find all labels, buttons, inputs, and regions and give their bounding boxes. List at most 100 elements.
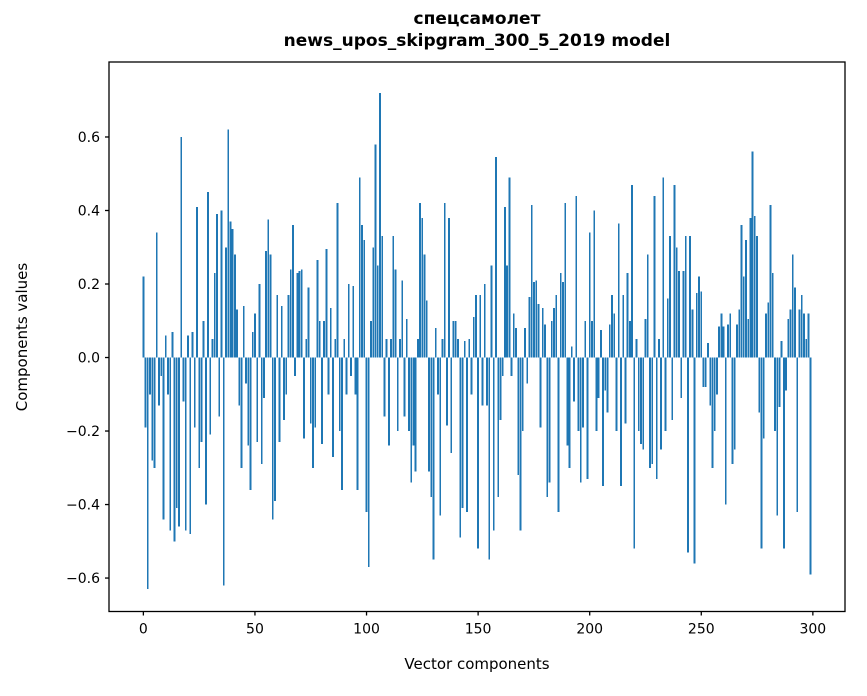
bar [495, 157, 497, 358]
bar [376, 265, 379, 358]
bar [760, 357, 763, 549]
x-tick-label: 0 [139, 622, 148, 638]
bar [620, 357, 622, 487]
bar [416, 339, 419, 358]
bar [271, 357, 274, 520]
bar [709, 357, 712, 406]
bar [387, 357, 390, 446]
bar [472, 317, 475, 358]
bar [550, 320, 553, 358]
bar [233, 254, 236, 358]
bar [229, 221, 232, 358]
bar [617, 223, 620, 358]
bar [731, 357, 734, 465]
bar [474, 295, 477, 358]
bar [457, 339, 459, 358]
bar [716, 357, 718, 395]
bar [280, 306, 283, 358]
bar [655, 357, 658, 479]
bar [468, 339, 471, 358]
bar [657, 339, 660, 358]
bar [240, 357, 243, 468]
bar [332, 357, 334, 457]
bar [454, 320, 457, 358]
x-axis-label: Vector components [404, 655, 550, 673]
bar [582, 357, 584, 428]
bar [160, 357, 163, 376]
bar [238, 357, 241, 406]
bar [443, 203, 446, 358]
bar [428, 357, 430, 472]
bar [200, 357, 203, 443]
bar [189, 357, 192, 534]
bar [381, 236, 384, 358]
bar [410, 357, 413, 483]
bar [553, 307, 555, 358]
bar [720, 313, 723, 358]
bar [329, 307, 332, 358]
bar [363, 239, 366, 358]
bar [300, 269, 303, 358]
bar [171, 331, 174, 358]
bar [421, 217, 424, 358]
bar [796, 357, 799, 512]
bar [570, 346, 573, 358]
bar [789, 309, 792, 358]
bar [510, 357, 513, 376]
bar [231, 228, 234, 358]
y-tick-label: 0.2 [78, 277, 100, 293]
bar [606, 357, 609, 413]
title-word: спецсамолет [413, 9, 541, 29]
bar [479, 295, 482, 358]
bar [338, 357, 341, 432]
bar [298, 271, 301, 358]
bar [646, 254, 649, 358]
bar [671, 357, 674, 420]
bar [216, 214, 218, 358]
bar [437, 357, 439, 395]
bar [724, 357, 727, 505]
bar [316, 260, 319, 358]
bar [401, 280, 404, 358]
bar [711, 357, 714, 468]
bar [287, 295, 290, 358]
chart-title: спецсамолет news_upos_skipgram_300_5_201… [109, 8, 845, 52]
bar [336, 203, 339, 358]
bar [461, 357, 464, 509]
bar [595, 357, 598, 432]
bar [394, 269, 397, 358]
bar [341, 357, 343, 490]
bar [698, 276, 700, 358]
bar [278, 357, 281, 443]
bar [762, 357, 765, 439]
bar [660, 357, 663, 450]
bar [144, 357, 147, 428]
bar [693, 357, 696, 564]
bar [680, 357, 683, 398]
bar [666, 298, 669, 358]
bar [673, 184, 676, 358]
bar [481, 357, 484, 406]
bar [254, 313, 256, 358]
bar [414, 357, 417, 472]
bar [733, 357, 736, 450]
bar [434, 328, 437, 358]
bar [718, 326, 721, 358]
bar [517, 357, 520, 476]
y-tick-label: 0.6 [78, 130, 100, 146]
bar [142, 276, 145, 358]
bar [198, 357, 201, 468]
bar [227, 129, 230, 358]
x-tick-label: 100 [353, 622, 380, 638]
y-tick-label: 0.0 [78, 351, 100, 367]
bar [544, 324, 546, 358]
bar [441, 339, 444, 358]
bar [448, 217, 450, 358]
bar [423, 254, 426, 358]
bar [633, 357, 636, 549]
bar [175, 357, 178, 509]
bar [729, 313, 732, 358]
bars-group [142, 92, 812, 590]
x-tick-label: 300 [799, 622, 826, 638]
bar [771, 272, 774, 358]
